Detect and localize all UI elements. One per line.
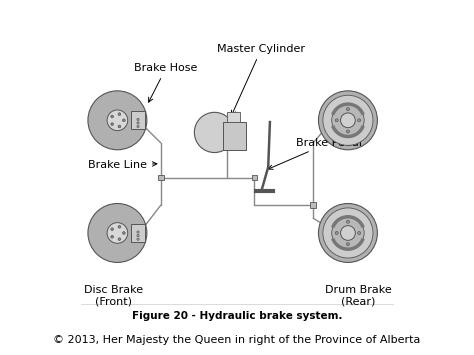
- Circle shape: [137, 125, 139, 128]
- Circle shape: [340, 225, 356, 240]
- Circle shape: [111, 228, 113, 230]
- Bar: [223, 122, 246, 150]
- Text: © 2013, Her Majesty the Queen in right of the Province of Alberta: © 2013, Her Majesty the Queen in right o…: [53, 335, 421, 345]
- Text: Disc Brake
(Front): Disc Brake (Front): [84, 285, 144, 307]
- Circle shape: [118, 225, 121, 228]
- Circle shape: [137, 118, 139, 121]
- Circle shape: [346, 220, 349, 223]
- Text: Brake Line: Brake Line: [88, 160, 157, 170]
- Bar: [131, 224, 145, 242]
- Circle shape: [358, 119, 361, 122]
- Text: Drum Brake
(Rear): Drum Brake (Rear): [325, 285, 392, 307]
- Circle shape: [107, 110, 128, 131]
- Circle shape: [118, 113, 121, 115]
- Circle shape: [137, 122, 139, 124]
- Circle shape: [123, 119, 125, 122]
- Circle shape: [335, 231, 338, 234]
- Circle shape: [319, 91, 377, 150]
- Bar: [131, 111, 145, 129]
- Circle shape: [340, 113, 356, 128]
- Circle shape: [346, 130, 349, 133]
- Circle shape: [107, 223, 128, 243]
- Text: Brake Pedal: Brake Pedal: [268, 138, 362, 169]
- Circle shape: [123, 232, 125, 234]
- Circle shape: [323, 208, 373, 258]
- Circle shape: [111, 123, 113, 125]
- Circle shape: [111, 235, 113, 238]
- Circle shape: [137, 231, 139, 233]
- Circle shape: [118, 238, 121, 240]
- Circle shape: [346, 108, 349, 110]
- Bar: [158, 175, 164, 180]
- Circle shape: [88, 91, 147, 150]
- Text: Figure 20 - Hydraulic brake system.: Figure 20 - Hydraulic brake system.: [132, 311, 342, 321]
- Circle shape: [319, 203, 377, 262]
- Bar: [227, 111, 240, 122]
- Circle shape: [335, 119, 338, 122]
- Circle shape: [118, 125, 121, 128]
- Circle shape: [137, 234, 139, 237]
- Circle shape: [323, 95, 373, 145]
- Circle shape: [358, 231, 361, 234]
- Circle shape: [88, 203, 147, 262]
- Bar: [310, 202, 316, 208]
- Circle shape: [137, 238, 139, 240]
- Text: Brake Hose: Brake Hose: [134, 63, 198, 102]
- Circle shape: [346, 243, 349, 246]
- Bar: [252, 175, 257, 180]
- Circle shape: [194, 112, 235, 153]
- Circle shape: [332, 217, 364, 249]
- Circle shape: [332, 104, 364, 137]
- Circle shape: [111, 115, 113, 118]
- Text: Master Cylinder: Master Cylinder: [217, 44, 305, 115]
